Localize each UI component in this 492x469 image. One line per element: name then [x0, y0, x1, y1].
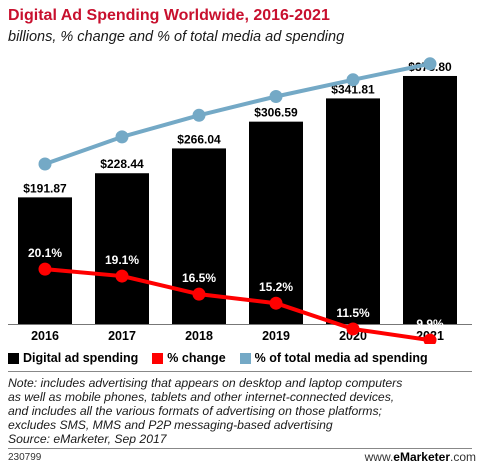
legend-label-share: % of total media ad spending [254, 351, 428, 365]
share-point [192, 108, 206, 122]
source-line: Source: eMarketer, Sep 2017 [8, 432, 167, 446]
change-point [423, 333, 437, 344]
share-value-label: 44.9% [259, 74, 293, 88]
note-line: Note: includes advertising that appears … [8, 376, 403, 390]
footnote: Note: includes advertising that appears … [8, 376, 478, 446]
change-point [115, 269, 129, 283]
share-point [346, 73, 360, 87]
change-value-label: 16.5% [182, 271, 216, 285]
change-point [38, 262, 52, 276]
legend-label-change: % change [167, 351, 226, 365]
note-line: excludes SMS, MMS and P2P messaging-base… [8, 418, 333, 432]
change-point [269, 296, 283, 310]
chart-id: 230799 [8, 452, 42, 463]
bar [95, 173, 149, 324]
legend-label-spending: Digital ad spending [23, 351, 139, 365]
brand-prefix: www. [364, 450, 394, 464]
x-tick-label: 2016 [31, 329, 59, 343]
bar-value-label: $306.59 [254, 106, 298, 120]
change-line [43, 267, 432, 343]
change-value-label: 9.9% [416, 317, 444, 331]
change-value-label: 11.5% [336, 306, 370, 320]
change-value-label: 19.1% [105, 253, 139, 267]
share-line [43, 61, 432, 167]
bar-value-label: $228.44 [100, 157, 144, 171]
note-line: as well as mobile phones, tablets and ot… [8, 390, 395, 404]
share-value-label: 47.3% [336, 58, 370, 72]
chart-title: Digital Ad Spending Worldwide, 2016-2021 [8, 7, 330, 24]
change-value-label: 20.1% [28, 246, 62, 260]
change-point [192, 287, 206, 301]
bar-value-label: $341.81 [331, 82, 375, 96]
share-point [269, 89, 283, 103]
bar-value-label: $266.04 [177, 132, 221, 146]
legend-item-change: % change [152, 351, 226, 365]
legend-item-share: % of total media ad spending [239, 351, 428, 365]
bar [249, 121, 303, 324]
share-value-label: 35.2% [28, 142, 62, 156]
bar [326, 98, 380, 324]
x-tick-label: 2019 [262, 329, 290, 343]
legend-swatch-spending [8, 352, 19, 364]
change-value-label: 15.2% [259, 280, 293, 294]
share-value-label: 49.6% [413, 54, 447, 56]
share-value-label: 42.2% [182, 93, 216, 107]
share-value-label: 39.1% [105, 115, 139, 129]
bar-line-chart: $191.87$228.44$266.04$306.59$341.81$375.… [8, 54, 472, 344]
x-tick-label: 2017 [108, 329, 136, 343]
x-tick-label: 2020 [339, 329, 367, 343]
share-point [38, 157, 52, 171]
legend-swatch-change [152, 352, 164, 364]
legend-item-spending: Digital ad spending [8, 351, 138, 365]
divider-bottom [8, 448, 472, 449]
bar [403, 75, 457, 324]
brand-url: www.eMarketer.com [365, 450, 476, 464]
x-tick-label: 2018 [185, 329, 213, 343]
share-point [115, 130, 129, 144]
brand-suffix: .com [449, 450, 476, 464]
bar [18, 197, 72, 324]
divider-top [8, 371, 472, 372]
legend-swatch-share [239, 352, 251, 364]
chart-subtitle: billions, % change and % of total media … [8, 29, 345, 45]
change-point [346, 322, 360, 336]
note-line: and includes all the various formats of … [8, 404, 382, 418]
chart-legend: Digital ad spending % change % of total … [8, 350, 442, 366]
share-point [423, 57, 437, 71]
bar-value-label: $191.87 [23, 181, 67, 195]
brand-name: eMarketer [393, 450, 450, 464]
